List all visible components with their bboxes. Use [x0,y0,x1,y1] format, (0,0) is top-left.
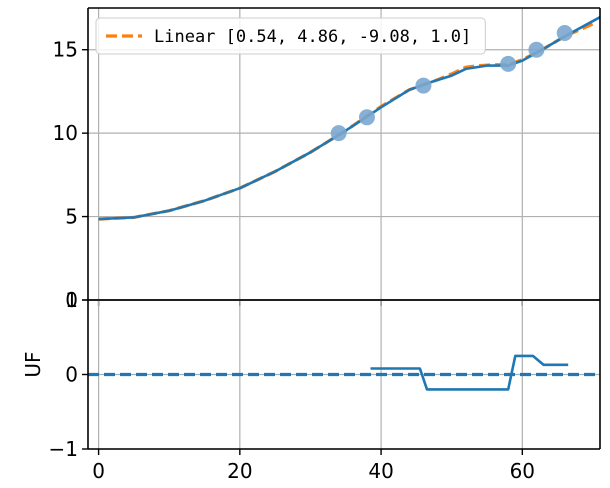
legend-label: Linear [0.54, 4.86, -9.08, 1.0] [154,27,471,47]
data-point [556,25,573,42]
y-tick-label: 0 [65,363,78,387]
y-tick-label: 0 [65,288,78,312]
x-tick-label: 60 [510,459,535,483]
data-point [358,109,375,126]
x-tick-label: 40 [368,459,393,483]
y-axis-title: UF [21,351,45,377]
y-tick-label: 5 [65,205,78,229]
y-tick-label: 15 [53,38,78,62]
legend-box [95,17,486,55]
legend: Linear [0.54, 4.86, -9.08, 1.0] [95,17,486,55]
x-tick-label: 20 [227,459,252,483]
data-point [500,55,517,72]
top-panel: 0 5 10 15 Linear [0.54, 4.86, -9.08, 1.0] [53,7,601,312]
series-line-1 [98,16,601,221]
y-tick-label: 1 [65,288,78,312]
series-line-1 [370,354,569,391]
data-point [330,125,347,142]
y-tick-label: −1 [49,437,78,461]
y-tick-label: 10 [53,121,78,145]
data-point [415,77,432,94]
x-tick-label: 0 [92,459,105,483]
data-point [528,41,545,58]
